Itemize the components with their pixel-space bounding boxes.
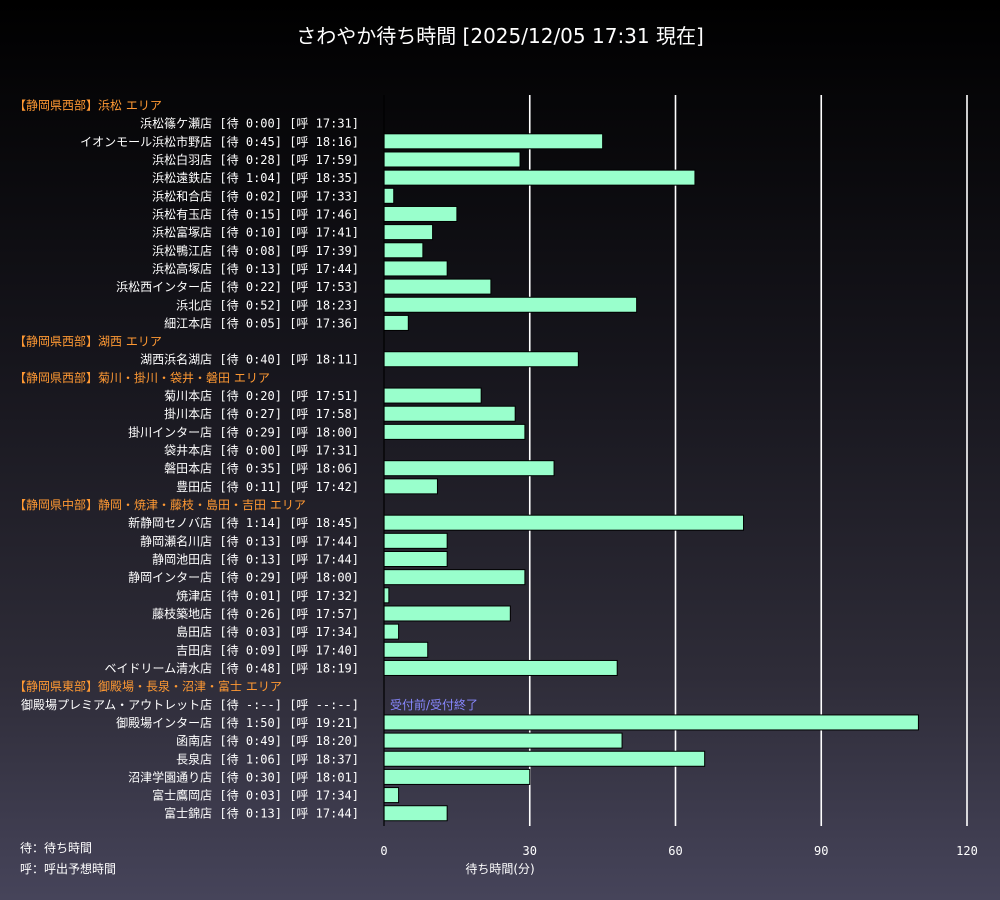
store-label: ベイドリーム清水店 [待 0:48] [呼 18:19] (105, 661, 359, 675)
store-label: 浜松鴨江店 [待 0:08] [呼 17:39] (152, 244, 359, 258)
wait-bar (383, 787, 400, 804)
wait-bar (383, 768, 531, 785)
store-label: 新静岡セノバ店 [待 1:14] [呼 18:45] (128, 515, 359, 530)
store-label: 浜松高塚店 [待 0:13] [呼 17:44] (152, 261, 359, 276)
store-label: 静岡インター店 [待 0:29] [呼 18:00] (128, 571, 359, 585)
store-label: 富士錦店 [待 0:13] [呼 17:44] (164, 806, 359, 821)
chart-title: さわやか待ち時間 [2025/12/05 17:31 現在] (296, 24, 704, 48)
wait-bar (383, 169, 696, 186)
wait-bar (383, 732, 623, 749)
wait-bar (383, 205, 458, 222)
wait-bar (383, 278, 492, 295)
store-label: 富士鷹岡店 [待 0:03] [呼 17:34] (152, 788, 359, 803)
wait-bar (383, 641, 429, 658)
store-label: 湖西浜名湖店 [待 0:40] [呼 18:11] (140, 352, 359, 367)
store-label: 静岡瀬名川店 [待 0:13] [呼 17:44] (140, 533, 359, 548)
wait-bar (383, 623, 400, 640)
legend-wait: 待：待ち時間 (20, 841, 93, 855)
wait-bar (383, 659, 618, 676)
store-label: 浜松西インター店 [待 0:22] [呼 17:53] (116, 280, 359, 294)
wait-bar (383, 242, 424, 259)
area-header: 【静岡県西部】湖西 エリア (14, 334, 162, 349)
wait-bar (383, 551, 448, 567)
wait-bar (383, 351, 579, 368)
wait-bar (383, 405, 516, 422)
store-label: 藤枝築地店 [待 0:26] [呼 17:57] (152, 606, 359, 621)
wait-bar (383, 714, 919, 731)
store-label: 浜松和合店 [待 0:02] [呼 17:33] (152, 188, 359, 203)
store-label: 磐田本店 [待 0:35] [呼 18:06] (164, 462, 359, 476)
area-header: 【静岡県中部】静岡・焼津・藤枝・島田・吉田 エリア (14, 497, 306, 512)
wait-bar (383, 750, 706, 767)
status-label: 受付前/受付終了 (390, 697, 478, 712)
store-label: 御殿場インター店 [待 1:50] [呼 19:21] (116, 715, 359, 730)
wait-bar (383, 423, 526, 440)
store-label: 浜松有玉店 [待 0:15] [呼 17:46] (152, 207, 359, 221)
store-label: 豊田店 [待 0:11] [呼 17:42] (176, 480, 359, 494)
store-label: 島田店 [待 0:03] [呼 17:34] (176, 624, 359, 639)
store-label: 静岡池田店 [待 0:13] [呼 17:44] (152, 553, 359, 567)
wait-bar (383, 387, 482, 404)
store-label: 沼津学園通り店 [待 0:30] [呼 18:01] (128, 769, 359, 784)
wait-bar (383, 605, 511, 622)
x-axis-label: 待ち時間(分) (465, 862, 534, 876)
wait-bar (383, 532, 448, 549)
wait-bar (383, 805, 448, 822)
wait-bar (383, 224, 434, 241)
store-label: 袋井本店 [待 0:00] [呼 17:31] (164, 444, 359, 458)
wait-bar (383, 587, 390, 604)
store-label: 吉田店 [待 0:09] [呼 17:40] (176, 643, 359, 657)
store-label: 浜北店 [待 0:52] [呼 18:23] (176, 298, 359, 312)
wait-bar (383, 514, 745, 531)
x-tick-label: 30 (523, 844, 537, 858)
area-header: 【静岡県西部】菊川・掛川・袋井・磐田 エリア (14, 370, 270, 385)
x-tick-label: 90 (814, 844, 828, 858)
area-header: 【静岡県西部】浜松 エリア (14, 98, 162, 113)
x-tick-label: 120 (956, 844, 978, 858)
store-label: 細江本店 [待 0:05] [呼 17:36] (164, 316, 359, 330)
store-label: 函南店 [待 0:49] [呼 18:20] (176, 733, 359, 748)
wait-bar (383, 569, 526, 586)
wait-bar (383, 460, 555, 477)
store-label: 浜松白羽店 [待 0:28] [呼 17:59] (152, 152, 359, 167)
wait-bar (383, 296, 638, 313)
area-header: 【静岡県東部】御殿場・長泉・沼津・富士 エリア (14, 679, 282, 694)
wait-bar (383, 314, 409, 331)
wait-bar (383, 187, 395, 204)
x-tick-label: 0 (380, 844, 387, 858)
wait-bar (383, 260, 448, 277)
wait-bar (383, 478, 438, 495)
store-label: 掛川本店 [待 0:27] [呼 17:58] (164, 406, 359, 421)
store-label: イオンモール浜松市野店 [待 0:45] [呼 18:16] (80, 134, 359, 149)
store-label: 掛川インター店 [待 0:29] [呼 18:00] (128, 424, 359, 439)
legend-call: 呼：呼出予想時間 (20, 862, 117, 876)
store-label: 御殿場プレミアム・アウトレット店 [待 -:--] [呼 --:--] (21, 697, 359, 712)
wait-bar (383, 133, 604, 150)
store-label: 浜松篠ケ瀬店 [待 0:00] [呼 17:31] (140, 116, 359, 131)
store-label: 浜松遠鉄店 [待 1:04] [呼 18:35] (152, 170, 359, 185)
store-label: 長泉店 [待 1:06] [呼 18:37] (176, 752, 359, 766)
store-label: 菊川本店 [待 0:20] [呼 17:51] (164, 389, 359, 403)
store-label: 焼津店 [待 0:01] [呼 17:32] (176, 589, 359, 603)
store-label: 浜松富塚店 [待 0:10] [呼 17:41] (152, 225, 359, 240)
x-tick-label: 60 (668, 844, 682, 858)
wait-bar (383, 151, 521, 168)
